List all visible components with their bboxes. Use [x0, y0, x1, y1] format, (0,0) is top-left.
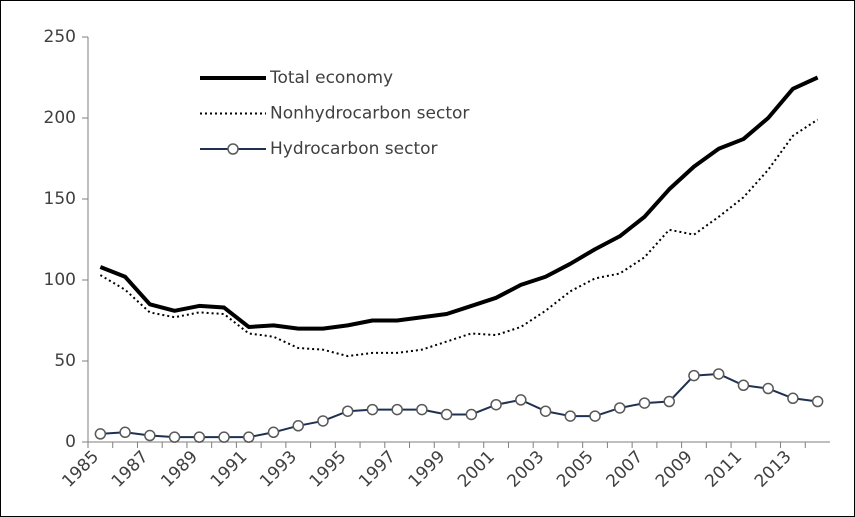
- point: [515, 394, 527, 406]
- point: [811, 395, 824, 408]
- point: [292, 420, 304, 432]
- point: [193, 431, 206, 443]
- legend-label: Hydrocarbon sector: [270, 139, 438, 159]
- point: [712, 368, 725, 380]
- point: [317, 415, 329, 427]
- point: [440, 408, 453, 421]
- point: [539, 405, 552, 417]
- point: [218, 431, 230, 443]
- y-tick-label: 250: [44, 27, 76, 47]
- point: [94, 428, 107, 440]
- point: [465, 408, 478, 421]
- series-line: [99, 75, 819, 331]
- point: [366, 403, 379, 416]
- legend-marker: [227, 143, 239, 155]
- point: [762, 382, 774, 395]
- point: [341, 405, 354, 417]
- point: [663, 395, 675, 408]
- point: [267, 426, 280, 439]
- point: [144, 429, 156, 442]
- point: [119, 426, 131, 439]
- y-tick-label: 0: [65, 432, 76, 452]
- y-tick-label: 150: [44, 189, 76, 209]
- point: [168, 431, 181, 443]
- legend-label: Total economy: [269, 68, 393, 88]
- y-tick-label: 200: [44, 108, 76, 128]
- point: [614, 402, 626, 414]
- y-tick-label: 100: [44, 270, 76, 290]
- point: [564, 410, 577, 422]
- y-tick-label: 50: [54, 351, 76, 371]
- point: [787, 392, 799, 405]
- legend-label: Nonhydrocarbon sector: [270, 104, 469, 124]
- point: [737, 379, 750, 392]
- series-line: [99, 118, 819, 358]
- point: [688, 369, 700, 382]
- point: [638, 397, 651, 409]
- point: [243, 431, 255, 443]
- point: [391, 403, 403, 416]
- point: [589, 410, 601, 422]
- point: [490, 398, 502, 411]
- point: [416, 403, 428, 416]
